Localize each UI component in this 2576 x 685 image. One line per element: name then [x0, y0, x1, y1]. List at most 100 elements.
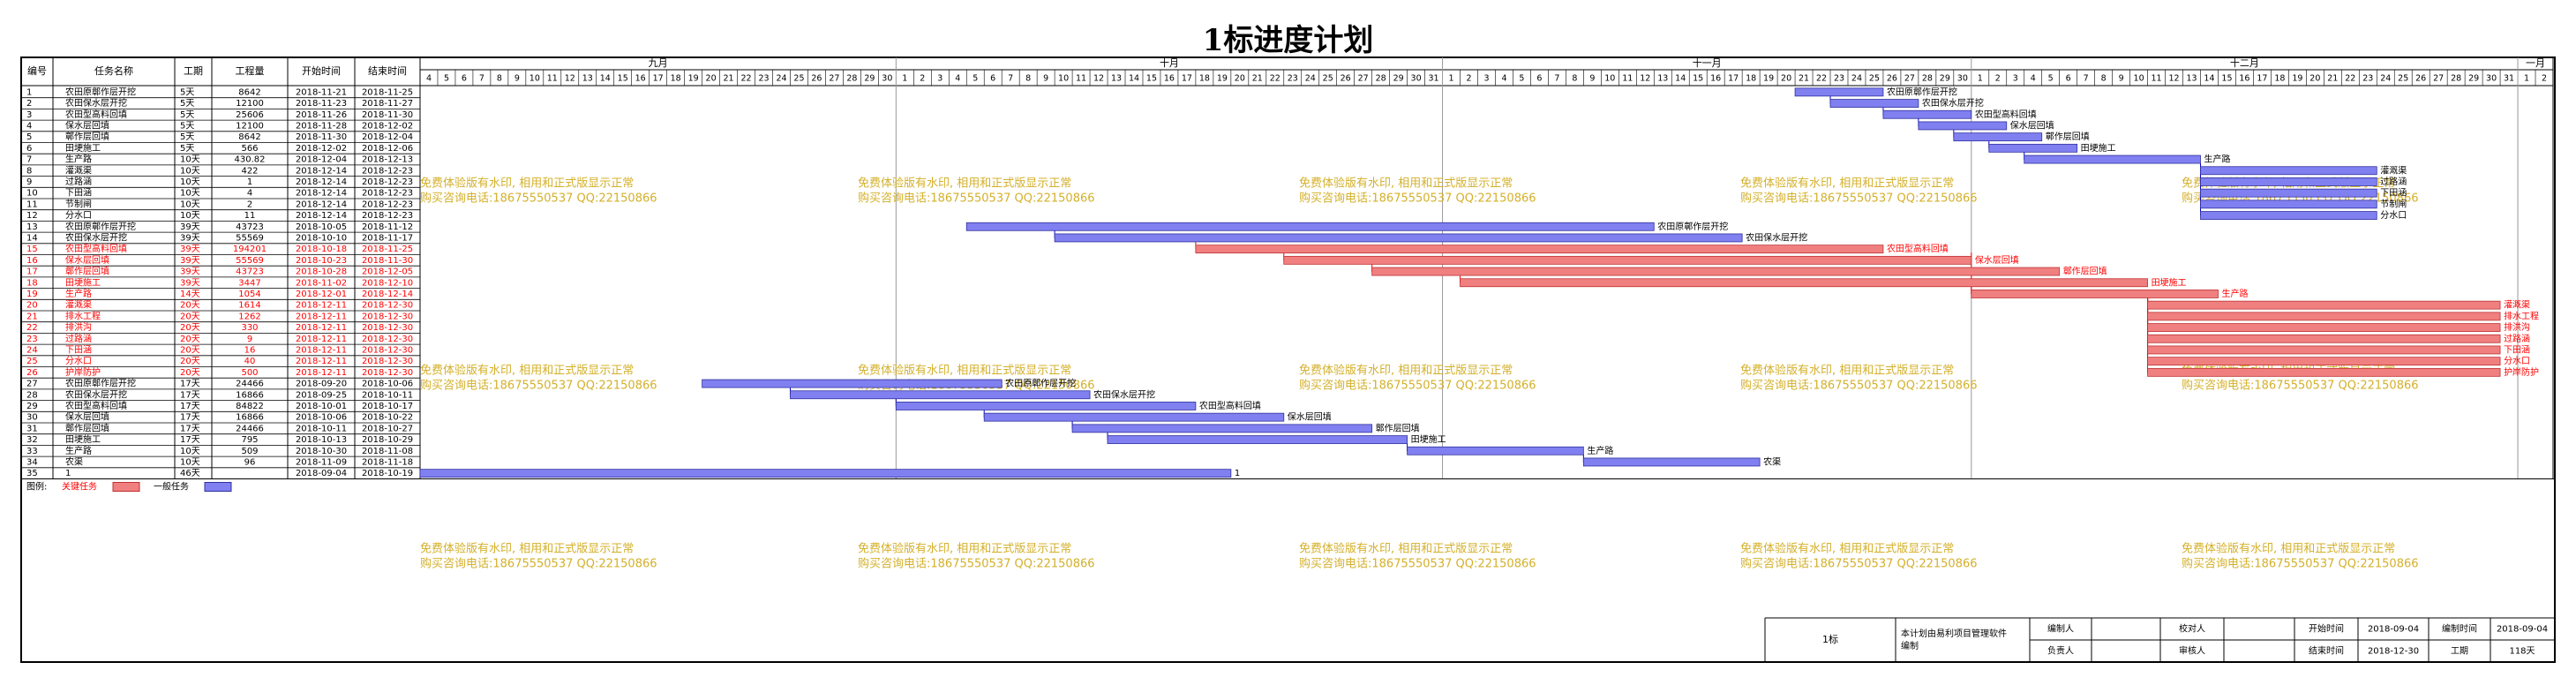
- task-quantity: 43723: [236, 222, 264, 232]
- day-tick-label: 15: [1146, 74, 1157, 84]
- task-end: 2018-11-25: [362, 245, 413, 254]
- task-bar: [1582, 457, 1761, 467]
- day-tick-label: 13: [1111, 74, 1122, 84]
- watermark-line1: 免费体验版有水印, 相用和正式版显示正常: [1299, 177, 1513, 191]
- task-end: 2018-10-27: [362, 424, 413, 433]
- day-tick-label: 19: [2292, 74, 2302, 84]
- task-quantity: 96: [244, 457, 256, 467]
- task-bar-label: 保水层回填: [1288, 411, 1332, 423]
- watermark-line1: 免费体验版有水印, 相用和正式版显示正常: [858, 364, 1071, 378]
- legend-critical-label: 关键任务: [62, 481, 97, 493]
- day-tick-label: 30: [2486, 74, 2497, 84]
- task-id: 15: [26, 245, 38, 254]
- legend-normal-swatch: [204, 482, 232, 492]
- task-id: 26: [26, 368, 38, 378]
- task-name: 分水口: [65, 356, 92, 366]
- task-quantity: 1614: [238, 301, 260, 311]
- watermark-line1: 免费体验版有水印, 相用和正式版显示正常: [858, 177, 1071, 191]
- day-tick-label: 10: [2134, 74, 2144, 84]
- task-bar: [1918, 121, 2008, 131]
- task-id: 6: [26, 144, 32, 154]
- task-end: 2018-11-30: [362, 256, 413, 266]
- task-name: 过路涵: [65, 333, 92, 344]
- task-name: 田埂施工: [65, 276, 101, 288]
- task-duration: 5天: [180, 110, 194, 120]
- task-start: 2018-10-10: [296, 233, 347, 243]
- day-tick-label: 16: [1710, 74, 1721, 84]
- task-bar: [2147, 300, 2501, 310]
- day-tick-label: 11: [547, 74, 558, 84]
- task-end: 2018-12-23: [362, 166, 413, 176]
- day-tick-label: 6: [2066, 74, 2071, 84]
- task-quantity: 12100: [236, 99, 264, 109]
- day-tick-label: 4: [955, 74, 960, 84]
- task-bar-label: 排水工程: [2504, 310, 2539, 321]
- day-tick-label: 19: [688, 74, 699, 84]
- task-duration: 17天: [180, 413, 200, 423]
- column-header-label: 工期: [184, 65, 203, 77]
- day-tick-label: 12: [2168, 74, 2179, 84]
- task-quantity: 566: [241, 144, 258, 154]
- task-name: 1: [65, 469, 71, 478]
- day-tick-label: 10: [1058, 74, 1069, 84]
- task-name: 下田涵: [65, 188, 92, 199]
- task-id: 4: [26, 121, 32, 131]
- watermark-line2: 购买咨询电话:18675550537 QQ:22150866: [2182, 557, 2419, 571]
- day-tick-label: 30: [882, 74, 892, 84]
- task-start: 2018-12-14: [296, 189, 347, 199]
- watermark-line2: 购买咨询电话:18675550537 QQ:22150866: [1740, 192, 1978, 206]
- column-header-label: 结束时间: [368, 65, 407, 77]
- task-bar: [2147, 334, 2501, 343]
- task-end: 2018-12-23: [362, 199, 413, 209]
- day-tick-label: 2: [1995, 74, 2001, 84]
- task-name: 鄣作层回填: [65, 131, 109, 142]
- task-bar-label: 节制闸: [2380, 198, 2407, 209]
- task-name: 节制闸: [65, 198, 92, 209]
- task-name: 生产路: [65, 445, 92, 456]
- task-bar: [1794, 87, 1884, 97]
- task-bar-label: 农田保水层开挖: [1922, 97, 1984, 109]
- task-bar: [1460, 278, 2148, 288]
- task-bar-label: 农田原鄣作层开挖: [1657, 221, 1728, 232]
- day-tick-label: 26: [1887, 74, 1897, 84]
- task-bar: [2200, 188, 2377, 198]
- task-bar: [2147, 345, 2501, 355]
- task-duration: 39天: [180, 256, 200, 266]
- task-start: 2018-12-02: [296, 144, 347, 154]
- day-tick-label: 13: [582, 74, 593, 84]
- watermark-line1: 免费体验版有水印, 相用和正式版显示正常: [420, 177, 634, 191]
- task-bar-label: 保水层回填: [1975, 254, 2019, 266]
- day-tick-label: 31: [1429, 74, 1439, 84]
- watermark-line1: 免费体验版有水印, 相用和正式版显示正常: [1740, 364, 1954, 378]
- day-tick-label: 31: [2504, 74, 2514, 84]
- day-tick-label: 22: [2345, 74, 2355, 84]
- day-tick-label: 24: [1851, 74, 1862, 84]
- task-quantity: 43723: [236, 267, 264, 277]
- task-end: 2018-10-22: [362, 413, 413, 423]
- task-name: 田埂施工: [65, 142, 101, 154]
- task-bar-label: 生产路: [2204, 154, 2230, 165]
- day-tick-label: 5: [973, 74, 978, 84]
- task-bar-label: 保水层回填: [2010, 119, 2054, 131]
- column-header-label: 开始时间: [302, 64, 341, 77]
- day-tick-label: 12: [1640, 74, 1650, 84]
- task-quantity: 4: [247, 189, 252, 199]
- day-tick-label: 9: [514, 74, 520, 84]
- task-bar: [2147, 312, 2501, 321]
- task-end: 2018-12-30: [362, 301, 413, 311]
- task-quantity: 16866: [236, 413, 264, 423]
- task-bar-label: 田埂施工: [2152, 276, 2187, 288]
- task-start: 2018-10-30: [296, 447, 347, 456]
- day-tick-label: 12: [1093, 74, 1104, 84]
- task-id: 25: [26, 357, 38, 366]
- task-bar: [1071, 424, 1373, 433]
- task-id: 17: [26, 267, 38, 277]
- day-tick-label: 20: [2309, 74, 2320, 84]
- day-tick-label: 7: [1008, 74, 1013, 84]
- day-tick-label: 1: [1978, 74, 1983, 84]
- footer-compiler-label: 编制人: [2047, 623, 2074, 635]
- task-bar: [790, 390, 1091, 400]
- task-bar: [2200, 177, 2377, 186]
- day-tick-label: 23: [2362, 74, 2373, 84]
- task-duration: 5天: [180, 87, 194, 97]
